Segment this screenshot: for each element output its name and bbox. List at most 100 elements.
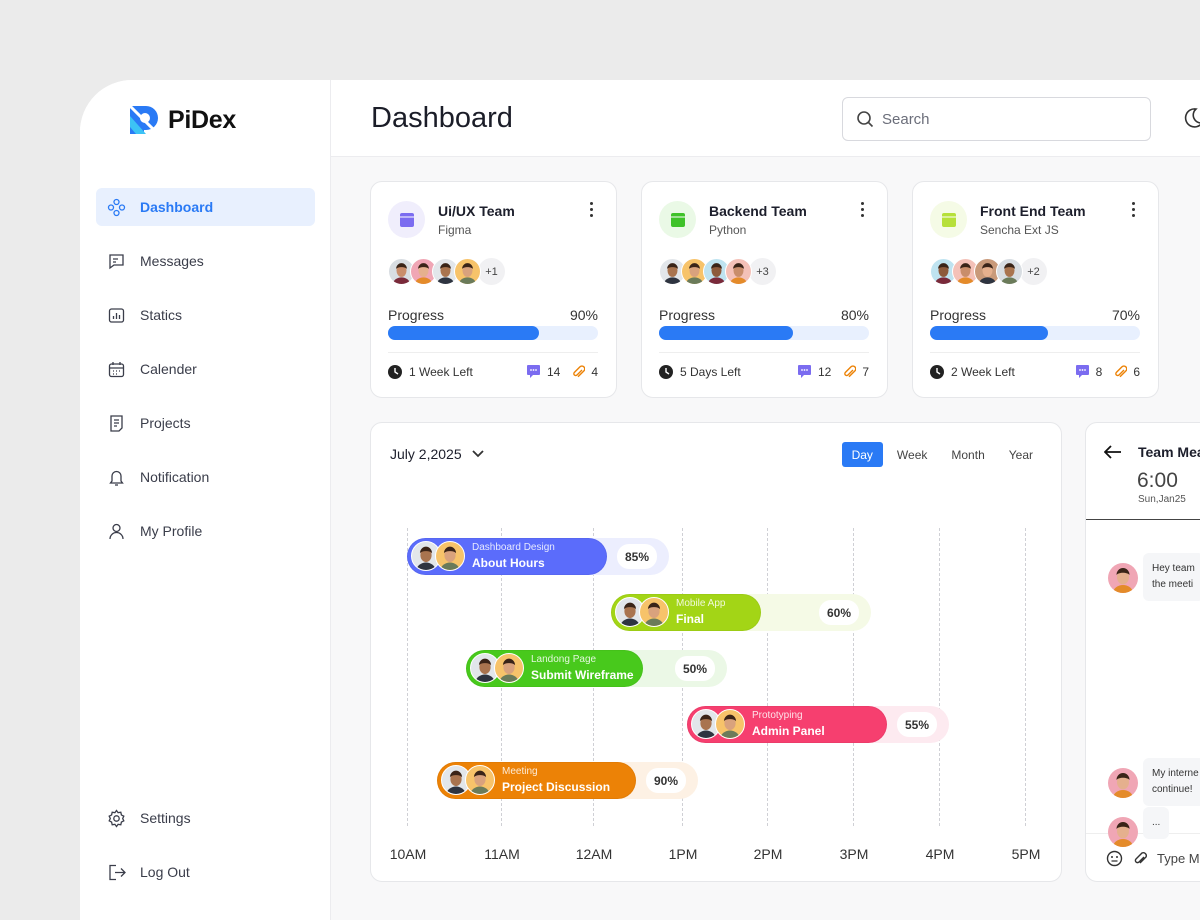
message-text: ... — [1152, 817, 1161, 828]
date-picker[interactable]: July 2,2025 — [390, 446, 484, 462]
tab-week[interactable]: Week — [896, 447, 928, 462]
time-left: 1 Week Left — [409, 364, 473, 379]
schedule-event[interactable]: Dashboard Design About Hours 85% — [407, 538, 669, 575]
event-percent: 90% — [645, 768, 686, 793]
comment-icon — [1075, 365, 1089, 378]
chat-title: Team Mea — [1138, 444, 1200, 460]
attachment-icon[interactable] — [1133, 851, 1147, 867]
event-title: Project Discussion — [502, 780, 611, 794]
schedule-card: July 2,2025 Day Week Month Year 10AM 11AM 12A… — [370, 422, 1062, 882]
avatar — [470, 653, 500, 683]
more-options-icon[interactable] — [861, 202, 865, 220]
tab-day[interactable]: Day — [841, 442, 883, 467]
event-category: Landong Page — [531, 654, 597, 665]
avatar — [432, 258, 459, 285]
page-title: Dashboard — [371, 102, 513, 134]
progress-bar — [930, 326, 1140, 340]
logo[interactable]: PiDex — [128, 104, 236, 136]
chevron-down-icon — [471, 450, 484, 458]
message-bubble: Hey team the meeti — [1143, 553, 1200, 601]
attachment-icon — [1115, 364, 1128, 377]
back-arrow-icon[interactable] — [1104, 445, 1122, 459]
meeting-date: Sun,Jan25 — [1138, 494, 1186, 505]
divider — [659, 352, 869, 353]
logo-icon — [128, 104, 160, 136]
message-text: the meeti — [1152, 579, 1194, 590]
progress-value: 90% — [569, 307, 598, 323]
time-label: 2PM — [753, 846, 783, 862]
more-options-icon[interactable] — [1132, 202, 1136, 220]
event-percent: 55% — [896, 712, 937, 737]
schedule-event[interactable]: Prototyping Admin Panel 55% — [687, 706, 949, 743]
logout-icon — [109, 864, 126, 880]
dashboard-icon — [107, 198, 126, 216]
message-bubble: ... — [1143, 807, 1170, 839]
sidebar-item-calender[interactable]: Calender — [96, 350, 315, 388]
comment-icon — [526, 365, 540, 378]
bell-icon — [109, 470, 124, 486]
team-name: Front End Team — [980, 203, 1086, 219]
user-icon — [109, 523, 124, 539]
search-input[interactable] — [882, 110, 1122, 128]
team-card[interactable]: Front End Team Sencha Ext JS +2 Progress… — [912, 181, 1159, 398]
sidebar-item-notification[interactable]: Notification — [96, 458, 315, 496]
meeting-time: 6:00 — [1137, 469, 1178, 492]
progress-fill — [388, 326, 540, 340]
extra-members-count: +1 — [478, 258, 505, 285]
emoji-icon[interactable] — [1106, 850, 1123, 867]
event-category: Meeting — [502, 766, 538, 777]
team-name: Ui/UX Team — [438, 203, 515, 219]
sender-avatar — [1108, 817, 1138, 847]
attachment-count: 4 — [591, 364, 598, 379]
clock-icon — [930, 364, 944, 379]
event-percent: 85% — [616, 544, 657, 569]
dark-mode-icon[interactable] — [1182, 107, 1200, 129]
more-options-icon[interactable] — [590, 202, 594, 220]
sender-avatar — [1108, 563, 1138, 593]
tab-month[interactable]: Month — [951, 447, 985, 462]
chat-card: Team Mea 6:00 Sun,Jan25 Type M Hey team t… — [1085, 422, 1200, 882]
sidebar-item-projects[interactable]: Projects — [96, 404, 315, 442]
schedule-date: July 2,2025 — [390, 446, 462, 462]
comment-count: 8 — [1095, 364, 1103, 379]
avatar — [435, 541, 465, 571]
team-tool: Python — [709, 223, 747, 237]
team-card[interactable]: Ui/UX Team Figma +1 Progress 90% 1 Week … — [370, 181, 617, 398]
message-bubble: My interne continue! — [1143, 758, 1200, 806]
progress-value: 80% — [840, 307, 869, 323]
event-title: About Hours — [472, 556, 545, 570]
app-window: PiDex Dashboard Messages Statics Calender Pr… — [80, 80, 1200, 920]
schedule-event[interactable]: Meeting Project Discussion 90% — [437, 762, 698, 799]
progress-fill — [930, 326, 1048, 340]
attachment-count: 6 — [1133, 364, 1140, 379]
search-icon — [857, 111, 874, 128]
extra-members-count: +2 — [1020, 258, 1047, 285]
tab-year[interactable]: Year — [1008, 447, 1033, 462]
attachment-count: 7 — [862, 364, 869, 379]
avatar — [411, 541, 441, 571]
progress-label: Progress — [388, 307, 445, 323]
sidebar-nav: Dashboard Messages Statics Calender Projects… — [96, 188, 315, 566]
avatar — [659, 258, 686, 285]
schedule-event[interactable]: Mobile App Final 60% — [611, 594, 871, 631]
sidebar-item-statics[interactable]: Statics — [96, 296, 315, 334]
sidebar-item-messages[interactable]: Messages — [96, 242, 315, 280]
brand-name: PiDex — [168, 105, 236, 134]
sidebar-item-my-profile[interactable]: My Profile — [96, 512, 315, 550]
team-card[interactable]: Backend Team Python +3 Progress 80% 5 Da… — [641, 181, 888, 398]
calendar-icon — [108, 361, 125, 377]
time-label: 12AM — [575, 846, 613, 862]
team-icon — [388, 201, 425, 238]
sidebar-item-label: Log Out — [140, 864, 190, 880]
sidebar-item-dashboard[interactable]: Dashboard — [96, 188, 315, 226]
sidebar-item-log-out[interactable]: Log Out — [96, 853, 315, 891]
message-text: continue! — [1152, 784, 1193, 795]
comment-icon — [797, 365, 811, 378]
sidebar-bottom-nav: Settings Log Out — [96, 799, 315, 907]
clock-icon — [388, 364, 402, 379]
schedule-event[interactable]: Landong Page Submit Wireframe 50% — [466, 650, 727, 687]
sidebar-item-settings[interactable]: Settings — [96, 799, 315, 837]
comment-count: 14 — [546, 364, 561, 379]
time-gridline — [853, 528, 854, 826]
search-box[interactable] — [842, 97, 1151, 141]
